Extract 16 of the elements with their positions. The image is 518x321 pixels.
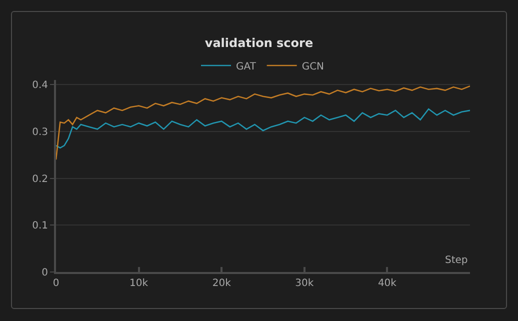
- chart-title: validation score: [204, 36, 314, 50]
- x-tick-label: 40k: [378, 278, 397, 289]
- y-tick-label: 0.3: [32, 127, 48, 138]
- x-axis-title: Step: [445, 255, 468, 266]
- line-series: [56, 85, 470, 160]
- x-tick-label: 0: [52, 278, 60, 289]
- line-series: [56, 108, 470, 149]
- legend-label: GCN: [302, 61, 324, 72]
- y-tick-label: 0.1: [32, 220, 48, 232]
- x-tick-label: 10k: [130, 278, 148, 289]
- x-tick-label: 30k: [295, 278, 314, 289]
- legend-label: GAT: [236, 61, 257, 72]
- y-tick-label: 0.2: [32, 174, 48, 185]
- x-tick-label: 20k: [212, 278, 232, 289]
- y-tick-label: 0.4: [32, 80, 48, 92]
- y-tick-label: 0: [42, 268, 48, 278]
